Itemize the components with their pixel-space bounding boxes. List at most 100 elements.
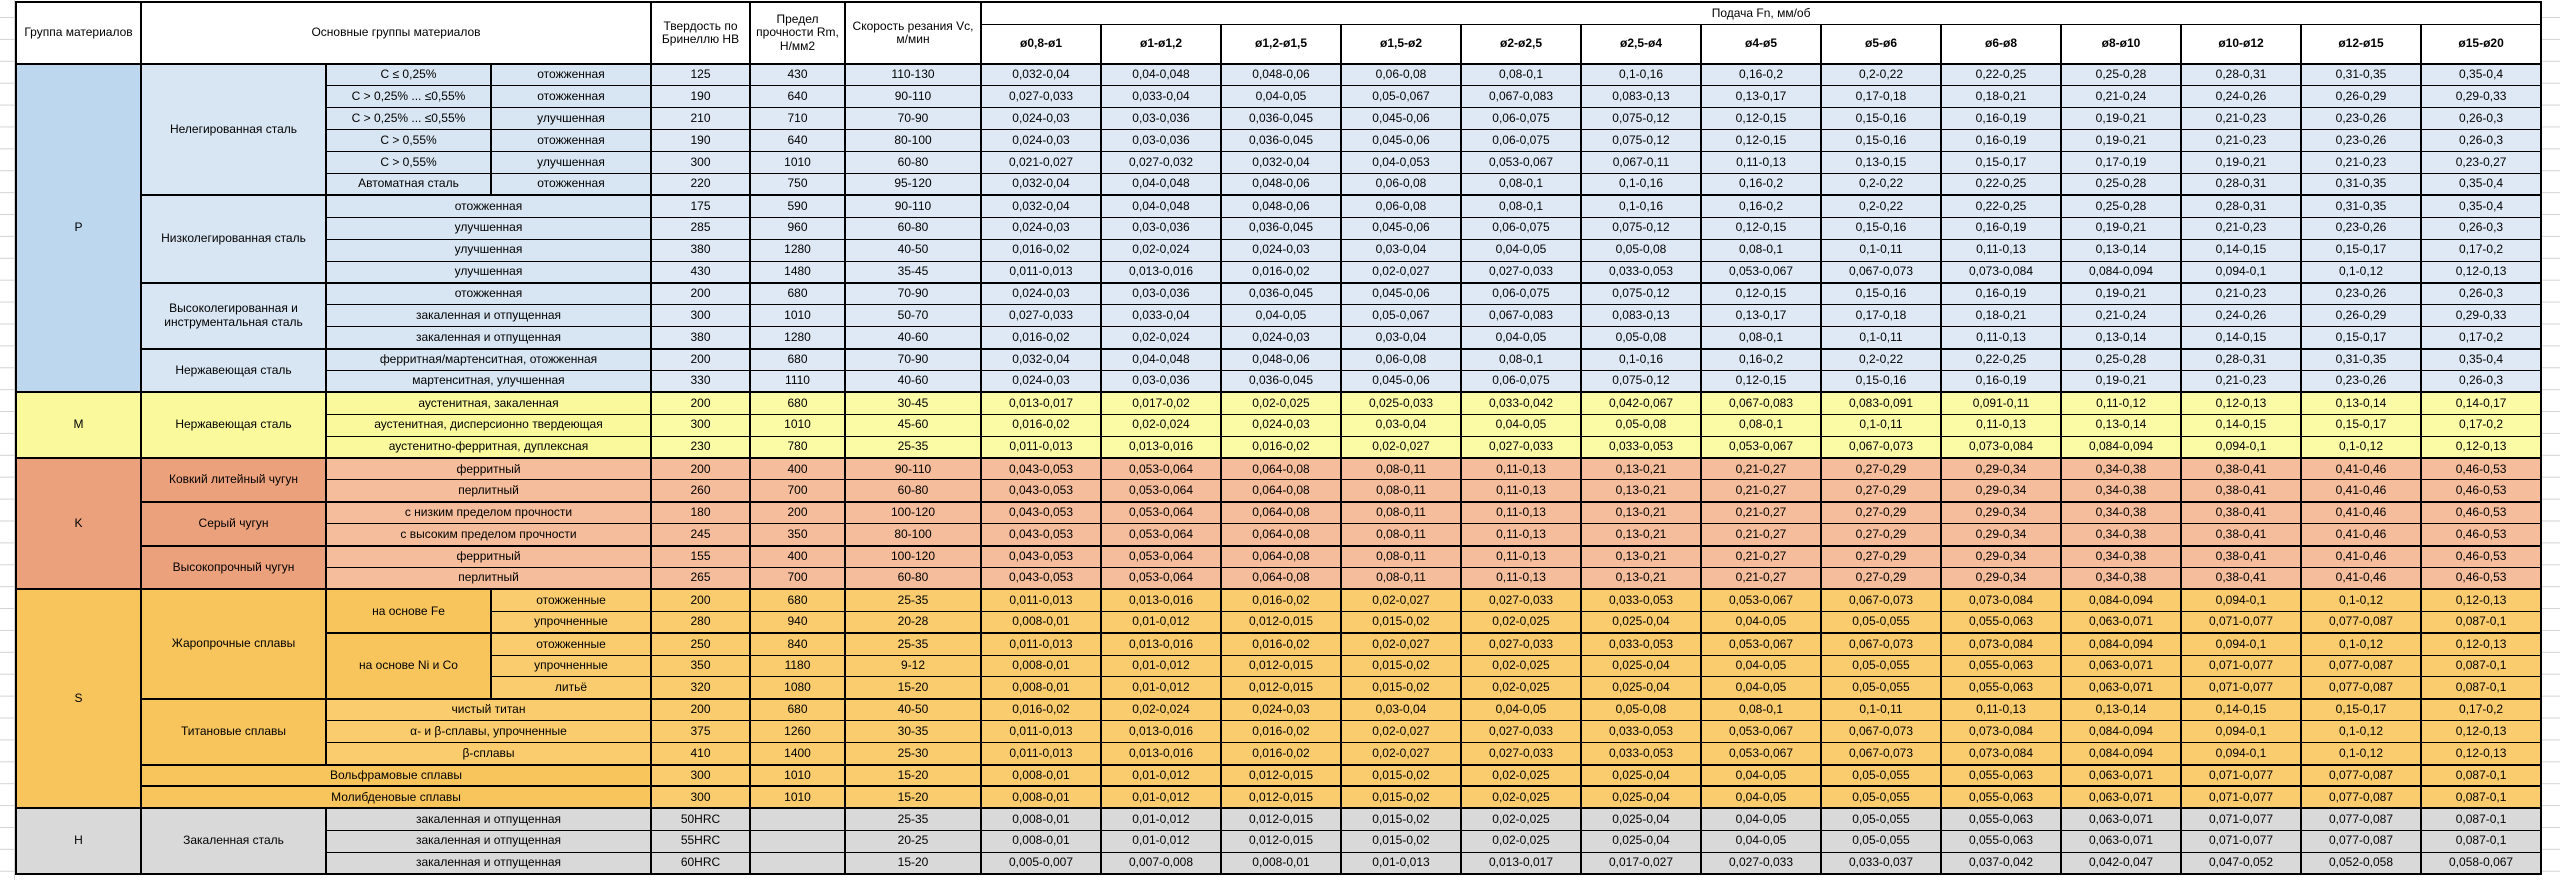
- cell-feed-value[interactable]: 0,024-0,03: [980, 107, 1102, 131]
- cell-strength[interactable]: 1280: [749, 238, 846, 262]
- cell-feed-value[interactable]: 0,053-0,067: [1700, 260, 1822, 284]
- cell-material-name[interactable]: Титановые сплавы: [140, 697, 327, 765]
- cell-feed-value[interactable]: 0,045-0,06: [1340, 216, 1462, 240]
- cell-feed-value[interactable]: 0,094-0,1: [2180, 742, 2302, 765]
- cell-feed-value[interactable]: 0,087-0,1: [2419, 763, 2543, 787]
- cell-feed-value[interactable]: 0,043-0,053: [980, 523, 1102, 547]
- cell-feed-value[interactable]: 0,024-0,03: [1220, 697, 1342, 722]
- cell-feed-value[interactable]: 0,015-0,02: [1340, 654, 1462, 678]
- cell-hardness[interactable]: 300: [650, 304, 751, 328]
- cell-feed-value[interactable]: 0,063-0,071: [2060, 807, 2182, 831]
- header-diameter[interactable]: ø2-ø2,5: [1460, 23, 1582, 65]
- cell-feed-value[interactable]: 0,04-0,05: [1700, 763, 1822, 787]
- cell-feed-value[interactable]: 0,077-0,087: [2300, 807, 2422, 831]
- cell-feed-value[interactable]: 0,08-0,11: [1340, 479, 1462, 503]
- cell-feed-value[interactable]: 0,036-0,045: [1220, 369, 1342, 393]
- cell-feed-value[interactable]: 0,31-0,35: [2300, 63, 2422, 87]
- cell-feed-value[interactable]: 0,094-0,1: [2180, 588, 2302, 612]
- cell-hardness[interactable]: 50HRC: [650, 807, 751, 831]
- cell-material-state[interactable]: закаленная и отпущенная: [325, 304, 652, 328]
- cell-strength[interactable]: 700: [749, 566, 846, 590]
- cell-feed-value[interactable]: 0,02-0,027: [1340, 588, 1462, 612]
- cell-feed-value[interactable]: 0,1-0,12: [2300, 260, 2422, 284]
- cell-feed-value[interactable]: 0,06-0,08: [1340, 63, 1462, 87]
- cell-strength[interactable]: 680: [749, 697, 846, 722]
- cell-feed-value[interactable]: 0,23-0,26: [2300, 281, 2422, 306]
- cell-feed-value[interactable]: 0,1-0,16: [1580, 63, 1702, 87]
- cell-feed-value[interactable]: 0,02-0,025: [1220, 391, 1342, 415]
- cell-feed-value[interactable]: 0,12-0,15: [1700, 369, 1822, 393]
- cell-strength[interactable]: 750: [749, 172, 846, 196]
- cell-feed-value[interactable]: 0,008-0,01: [1220, 851, 1342, 875]
- header-diameter[interactable]: ø2,5-ø4: [1580, 23, 1702, 65]
- cell-feed-value[interactable]: 0,064-0,08: [1220, 566, 1342, 590]
- cell-material-subtype[interactable]: C > 0,25% ... ≤0,55%: [325, 85, 492, 109]
- cell-material-state[interactable]: улучшенная: [325, 216, 652, 240]
- cell-feed-value[interactable]: 0,033-0,042: [1460, 391, 1582, 415]
- cell-hardness[interactable]: 300: [650, 785, 751, 809]
- cell-feed-value[interactable]: 0,04-0,048: [1100, 347, 1222, 371]
- cell-feed-value[interactable]: 0,025-0,04: [1580, 763, 1702, 787]
- cell-strength[interactable]: 710: [749, 107, 846, 131]
- cell-strength[interactable]: 680: [749, 391, 846, 415]
- cell-feed-value[interactable]: 0,012-0,015: [1220, 807, 1342, 831]
- cell-feed-value[interactable]: 0,077-0,087: [2300, 785, 2422, 809]
- cell-feed-value[interactable]: 0,016-0,02: [980, 326, 1102, 350]
- cell-feed-value[interactable]: 0,04-0,05: [1700, 676, 1822, 700]
- cell-cutting-speed[interactable]: 20-28: [844, 610, 982, 634]
- cell-feed-value[interactable]: 0,22-0,25: [1940, 194, 2062, 218]
- cell-feed-value[interactable]: 0,41-0,46: [2300, 500, 2422, 525]
- cell-feed-value[interactable]: 0,35-0,4: [2419, 194, 2543, 218]
- header-diameter[interactable]: ø4-ø5: [1700, 23, 1822, 65]
- cell-feed-value[interactable]: 0,073-0,084: [1940, 260, 2062, 284]
- cell-feed-value[interactable]: 0,016-0,02: [1220, 720, 1342, 744]
- cell-feed-value[interactable]: 0,027-0,033: [1700, 851, 1822, 875]
- cell-material-state[interactable]: отожженные: [490, 588, 652, 612]
- cell-cutting-speed[interactable]: 70-90: [844, 281, 982, 306]
- header-speed[interactable]: Скорость резания Vc, м/мин: [844, 1, 982, 65]
- cell-feed-value[interactable]: 0,27-0,29: [1820, 457, 1942, 481]
- cell-feed-value[interactable]: 0,084-0,094: [2060, 742, 2182, 765]
- cell-feed-value[interactable]: 0,027-0,033: [980, 85, 1102, 109]
- cell-feed-value[interactable]: 0,02-0,025: [1460, 610, 1582, 634]
- cell-cutting-speed[interactable]: 9-12: [844, 654, 982, 678]
- cell-feed-value[interactable]: 0,094-0,1: [2180, 632, 2302, 656]
- cell-cutting-speed[interactable]: 100-120: [844, 500, 982, 525]
- cell-cutting-speed[interactable]: 60-80: [844, 216, 982, 240]
- cell-hardness[interactable]: 430: [650, 260, 751, 284]
- cell-feed-value[interactable]: 0,091-0,11: [1940, 391, 2062, 415]
- cell-feed-value[interactable]: 0,04-0,05: [1460, 697, 1582, 722]
- header-diameter[interactable]: ø5-ø6: [1820, 23, 1942, 65]
- cell-feed-value[interactable]: 0,011-0,013: [980, 742, 1102, 765]
- cell-feed-value[interactable]: 0,008-0,01: [980, 763, 1102, 787]
- cell-feed-value[interactable]: 0,2-0,22: [1820, 172, 1942, 196]
- cell-strength[interactable]: 400: [749, 457, 846, 481]
- cell-feed-value[interactable]: 0,28-0,31: [2180, 194, 2302, 218]
- cell-cutting-speed[interactable]: 80-100: [844, 523, 982, 547]
- header-feed[interactable]: Подача Fn, мм/об: [979, 1, 2543, 25]
- cell-feed-value[interactable]: 0,025-0,04: [1580, 676, 1702, 700]
- cell-material-subtype[interactable]: C > 0,25% ... ≤0,55%: [325, 107, 492, 131]
- cell-feed-value[interactable]: 0,16-0,19: [1940, 216, 2062, 240]
- cell-hardness[interactable]: 300: [650, 763, 751, 787]
- cell-hardness[interactable]: 55HRC: [650, 829, 751, 853]
- cell-feed-value[interactable]: 0,067-0,073: [1820, 720, 1942, 744]
- cell-strength[interactable]: 1480: [749, 260, 846, 284]
- cell-feed-value[interactable]: 0,067-0,073: [1820, 632, 1942, 656]
- cell-feed-value[interactable]: 0,04-0,05: [1700, 807, 1822, 831]
- cell-feed-value[interactable]: 0,055-0,063: [1940, 654, 2062, 678]
- cell-material-state[interactable]: перлитный: [325, 566, 652, 590]
- cell-feed-value[interactable]: 0,033-0,037: [1820, 851, 1942, 875]
- cell-feed-value[interactable]: 0,04-0,048: [1100, 63, 1222, 87]
- cell-feed-value[interactable]: 0,08-0,1: [1460, 347, 1582, 371]
- cell-cutting-speed[interactable]: 60-80: [844, 479, 982, 503]
- cell-feed-value[interactable]: 0,11-0,12: [2060, 391, 2182, 415]
- cell-feed-value[interactable]: 0,025-0,04: [1580, 654, 1702, 678]
- cell-feed-value[interactable]: 0,05-0,055: [1820, 610, 1942, 634]
- cell-feed-value[interactable]: 0,29-0,33: [2419, 304, 2543, 328]
- cell-feed-value[interactable]: 0,29-0,34: [1940, 457, 2062, 481]
- cell-hardness[interactable]: 60HRC: [650, 851, 751, 875]
- cell-feed-value[interactable]: 0,15-0,17: [2300, 238, 2422, 262]
- cell-feed-value[interactable]: 0,053-0,067: [1700, 632, 1822, 656]
- cell-feed-value[interactable]: 0,16-0,2: [1700, 172, 1822, 196]
